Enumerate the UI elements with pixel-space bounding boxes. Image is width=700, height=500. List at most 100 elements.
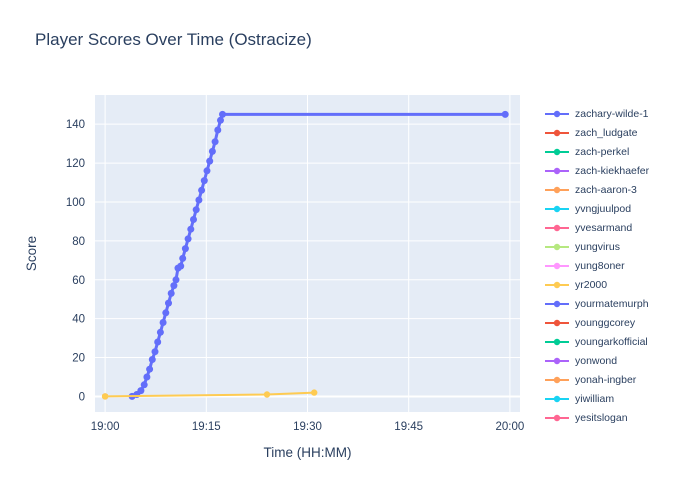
y-tick-label: 20 — [72, 353, 85, 365]
series-marker-yr2000 — [263, 391, 271, 398]
series-marker-zachary-wilde-1 — [148, 356, 156, 363]
legend-item-younggcorey[interactable]: younggcorey — [544, 313, 649, 332]
legend-item-yvngjuulpod[interactable]: yvngjuulpod — [544, 199, 649, 218]
series-marker-zachary-wilde-1 — [137, 387, 145, 395]
legend-symbol — [545, 110, 569, 117]
legend-symbol — [545, 395, 569, 402]
series-marker-zachary-wilde-1 — [154, 338, 162, 346]
legend-label: yung8oner — [575, 259, 625, 272]
series-marker-zachary-wilde-1 — [195, 196, 203, 204]
legend-label: youngarkofficial — [575, 335, 648, 348]
legend-symbol — [545, 205, 569, 212]
x-axis-title: Time (HH:MM) — [264, 445, 352, 460]
y-axis-title: Score — [24, 236, 39, 271]
series-marker-zachary-wilde-1 — [208, 147, 216, 155]
legend-label: yvngjuulpod — [575, 202, 632, 215]
series-marker-zachary-wilde-1 — [140, 381, 148, 389]
series-marker-zachary-wilde-1 — [200, 177, 208, 185]
y-tick-label: 40 — [72, 314, 85, 326]
series-marker-zachary-wilde-1 — [181, 245, 189, 253]
series-marker-zachary-wilde-1 — [190, 216, 197, 223]
legend-symbol — [545, 357, 569, 364]
x-tick-label: 19:15 — [192, 421, 221, 433]
y-tick-label: 60 — [72, 275, 85, 287]
legend-label: yr2000 — [575, 278, 608, 291]
series-marker-zachary-wilde-1 — [501, 110, 509, 118]
legend-label: yonah-ingber — [575, 373, 637, 386]
legend-symbol — [545, 376, 569, 383]
legend-item-yiwilliam[interactable]: yiwilliam — [544, 389, 649, 408]
series-marker-zachary-wilde-1 — [206, 157, 214, 165]
legend-symbol — [545, 338, 569, 345]
legend-item-yourmatemurph[interactable]: yourmatemurph — [544, 294, 649, 313]
y-tick-label: 80 — [72, 236, 85, 248]
series-marker-zachary-wilde-1 — [172, 276, 180, 284]
legend-item-yungvirus[interactable]: yungvirus — [544, 237, 649, 256]
series-marker-zachary-wilde-1 — [184, 235, 192, 243]
legend-symbol — [545, 319, 569, 326]
series-marker-yr2000 — [101, 393, 109, 400]
series-marker-zachary-wilde-1 — [192, 206, 200, 214]
series-marker-zachary-wilde-1 — [165, 299, 172, 307]
legend-label: yvesarmand — [575, 221, 633, 234]
legend-label: younggcorey — [575, 316, 636, 329]
x-tick-label: 20:00 — [495, 421, 524, 433]
series-marker-zachary-wilde-1 — [177, 262, 185, 270]
legend-item-zach-kiekhaefer[interactable]: zach-kiekhaefer — [544, 161, 649, 180]
series-marker-zachary-wilde-1 — [156, 328, 164, 336]
legend-symbol — [545, 300, 569, 307]
legend-label: zach-perkel — [575, 145, 630, 158]
series-marker-zachary-wilde-1 — [198, 186, 206, 194]
series-marker-zachary-wilde-1 — [159, 319, 167, 326]
series-marker-zachary-wilde-1 — [170, 282, 178, 290]
legend-symbol — [545, 167, 569, 174]
legend: zachary-wilde-1 zach_ludgate zach-perkel za… — [544, 104, 649, 427]
series-marker-zachary-wilde-1 — [167, 289, 175, 297]
legend-item-yung8oner[interactable]: yung8oner — [544, 256, 649, 275]
legend-item-yonah-ingber[interactable]: yonah-ingber — [544, 370, 649, 389]
series-marker-zachary-wilde-1 — [203, 167, 211, 175]
y-tick-label: 100 — [66, 197, 85, 209]
series-marker-zachary-wilde-1 — [151, 348, 159, 356]
legend-label: yonwond — [575, 354, 618, 367]
chart-title: Player Scores Over Time (Ostracize) — [35, 30, 312, 49]
legend-label: zachary-wilde-1 — [575, 107, 649, 120]
series-marker-zachary-wilde-1 — [211, 138, 219, 146]
legend-symbol — [545, 224, 569, 231]
legend-label: zach-kiekhaefer — [575, 164, 650, 177]
legend-label: yesitslogan — [575, 411, 628, 424]
legend-item-zach-aaron-3[interactable]: zach-aaron-3 — [544, 180, 649, 199]
legend-item-yvesarmand[interactable]: yvesarmand — [544, 218, 649, 237]
legend-label: yungvirus — [575, 240, 620, 253]
legend-item-zach-perkel[interactable]: zach-perkel — [544, 142, 649, 161]
series-marker-zachary-wilde-1 — [162, 309, 170, 317]
y-tick-label: 120 — [66, 158, 85, 170]
legend-item-yesitslogan[interactable]: yesitslogan — [544, 408, 649, 427]
legend-symbol — [545, 281, 569, 288]
legend-symbol — [545, 243, 569, 250]
legend-item-yr2000[interactable]: yr2000 — [544, 275, 649, 294]
x-tick-label: 19:30 — [293, 421, 322, 433]
legend-symbol — [545, 414, 569, 421]
series-marker-zachary-wilde-1 — [146, 365, 154, 373]
legend-item-youngarkofficial[interactable]: youngarkofficial — [544, 332, 649, 351]
legend-symbol — [545, 148, 569, 155]
series-marker-zachary-wilde-1 — [143, 373, 151, 381]
series-marker-yr2000 — [311, 389, 318, 396]
legend-label: yourmatemurph — [575, 297, 649, 310]
series-marker-zachary-wilde-1 — [187, 225, 195, 233]
legend-item-zach_ludgate[interactable]: zach_ludgate — [544, 123, 649, 142]
legend-item-yonwond[interactable]: yonwond — [544, 351, 649, 370]
legend-symbol — [545, 129, 569, 136]
legend-label: zach-aaron-3 — [575, 183, 637, 196]
x-tick-label: 19:00 — [91, 421, 120, 433]
legend-label: zach_ludgate — [575, 126, 638, 139]
series-marker-zachary-wilde-1 — [214, 126, 222, 134]
legend-item-zachary-wilde-1[interactable]: zachary-wilde-1 — [544, 104, 649, 123]
series-marker-zachary-wilde-1 — [219, 110, 226, 118]
y-tick-label: 140 — [66, 119, 85, 131]
legend-label: yiwilliam — [575, 392, 615, 405]
y-tick-label: 0 — [79, 391, 85, 403]
